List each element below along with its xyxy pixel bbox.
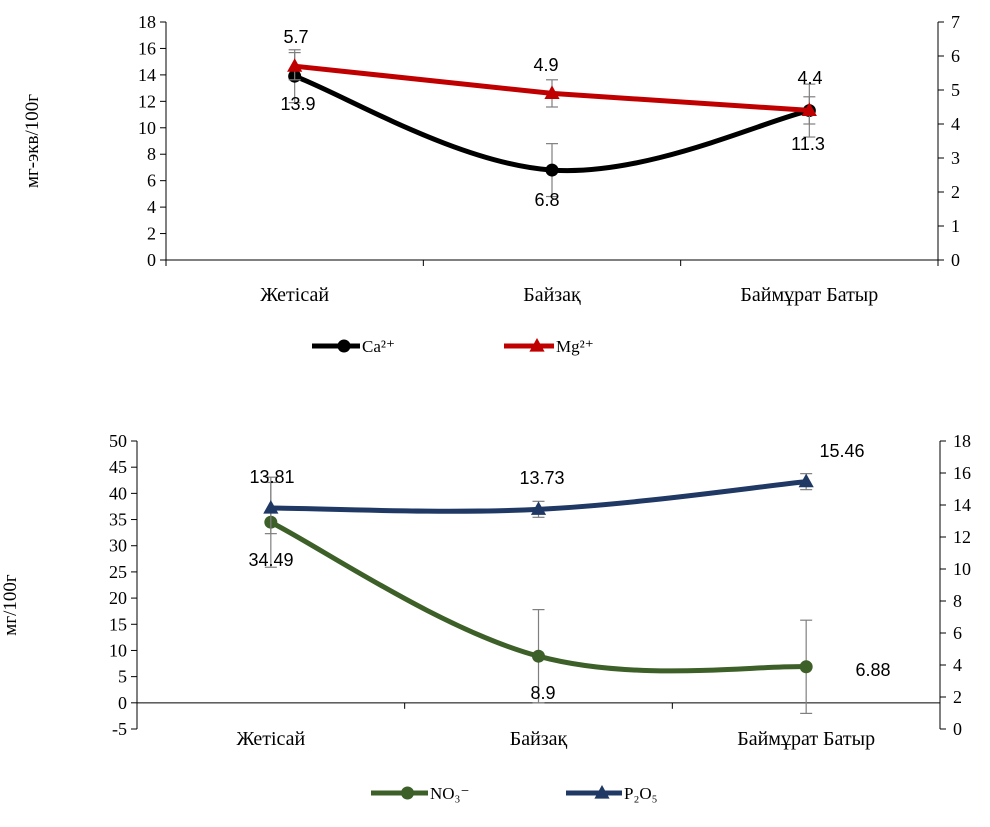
x-category-label: Баймұрат Батыр bbox=[737, 728, 875, 750]
data-point-marker bbox=[544, 85, 560, 99]
y2-tick-label: 1 bbox=[951, 216, 960, 236]
legend-label: Ca²⁺ bbox=[362, 337, 395, 356]
y2-tick-label: 18 bbox=[953, 431, 971, 451]
y2-tick-label: 4 bbox=[951, 114, 960, 134]
data-label: 34.49 bbox=[248, 550, 293, 570]
data-label: 6.8 bbox=[534, 190, 559, 210]
y2-tick-label: 14 bbox=[953, 495, 971, 515]
y-tick-label: 15 bbox=[109, 614, 127, 634]
data-label: 8.9 bbox=[530, 683, 555, 703]
y-tick-label: 5 bbox=[118, 667, 127, 687]
legend-label: Mg²⁺ bbox=[556, 337, 594, 356]
y2-tick-label: 0 bbox=[951, 250, 960, 270]
data-point-marker bbox=[530, 501, 547, 515]
y-tick-label: 40 bbox=[109, 483, 127, 503]
data-point-marker bbox=[801, 102, 817, 116]
y2-tick-label: 3 bbox=[951, 148, 960, 168]
data-label: 13.73 bbox=[519, 468, 564, 488]
x-category-label: Баймұрат Батыр bbox=[740, 284, 878, 306]
y-tick-label: 10 bbox=[138, 118, 156, 138]
y-tick-label: 16 bbox=[138, 38, 156, 58]
data-label: 5.7 bbox=[283, 27, 308, 47]
y2-tick-label: 10 bbox=[953, 559, 971, 579]
data-point-marker bbox=[545, 163, 559, 177]
y2-tick-label: 12 bbox=[953, 527, 971, 547]
legend-label: NO₃⁻ bbox=[430, 784, 469, 803]
y-tick-label: 8 bbox=[147, 144, 156, 164]
y-axis-title: мг-экв/100г bbox=[22, 94, 43, 188]
data-point-marker bbox=[799, 660, 813, 674]
x-category-label: Байзақ bbox=[510, 728, 568, 750]
legend-swatch-marker bbox=[401, 786, 414, 800]
data-label: 4.4 bbox=[797, 68, 822, 88]
y2-tick-label: 7 bbox=[951, 12, 960, 32]
y2-tick-label: 8 bbox=[953, 591, 962, 611]
x-category-label: Жетісай bbox=[236, 728, 305, 750]
y-tick-label: 2 bbox=[147, 224, 156, 244]
y-tick-label: 20 bbox=[109, 588, 127, 608]
y-axis-title: мг/100г bbox=[0, 574, 21, 636]
data-label: 6.88 bbox=[855, 660, 890, 680]
y2-tick-label: 16 bbox=[953, 463, 971, 483]
x-category-label: Байзақ bbox=[523, 284, 581, 306]
data-point-marker bbox=[263, 500, 279, 514]
data-label: 13.81 bbox=[249, 467, 294, 487]
y2-tick-label: 6 bbox=[951, 46, 960, 66]
data-point-marker bbox=[798, 473, 814, 488]
data-point-marker bbox=[287, 58, 303, 72]
y2-tick-label: 2 bbox=[953, 687, 962, 707]
y2-tick-label: 0 bbox=[953, 719, 962, 739]
y2-tick-label: 6 bbox=[953, 623, 962, 643]
y-tick-label: 30 bbox=[109, 536, 127, 556]
x-category-label: Жетісай bbox=[260, 284, 329, 306]
y-tick-label: 0 bbox=[147, 250, 156, 270]
data-point-marker bbox=[532, 649, 545, 663]
y-tick-label: 18 bbox=[138, 12, 156, 32]
y-tick-label: 50 bbox=[109, 431, 127, 451]
data-label: 4.9 bbox=[533, 55, 558, 75]
y-tick-label: 45 bbox=[109, 457, 127, 477]
data-label: 15.46 bbox=[819, 441, 864, 461]
y2-tick-label: 2 bbox=[951, 182, 960, 202]
y2-tick-label: 5 bbox=[951, 80, 960, 100]
legend-swatch-marker bbox=[337, 339, 351, 353]
legend-label: P₂O₅ bbox=[624, 784, 658, 803]
data-label: 13.9 bbox=[280, 94, 315, 114]
chart-no3-p2o5: -5 0 5 10 15 20 25 30 35 40 45 50 0 2 4 6 8 10 12 14 16 18 Жет… bbox=[0, 431, 971, 803]
y-tick-label: 25 bbox=[109, 562, 127, 582]
y-tick-label: 4 bbox=[147, 197, 156, 217]
y-tick-label: 10 bbox=[109, 640, 127, 660]
y-tick-label: 14 bbox=[138, 65, 156, 85]
y-tick-label: 6 bbox=[147, 171, 156, 191]
data-label: 11.3 bbox=[791, 134, 825, 154]
legend-swatch-marker bbox=[594, 785, 610, 799]
y-tick-label: 35 bbox=[109, 510, 127, 530]
legend-swatch-marker bbox=[529, 338, 545, 352]
y2-tick-label: 4 bbox=[953, 655, 962, 675]
y-tick-label: -5 bbox=[112, 719, 127, 739]
y-tick-label: 12 bbox=[138, 91, 156, 111]
y-tick-label: 0 bbox=[118, 693, 127, 713]
